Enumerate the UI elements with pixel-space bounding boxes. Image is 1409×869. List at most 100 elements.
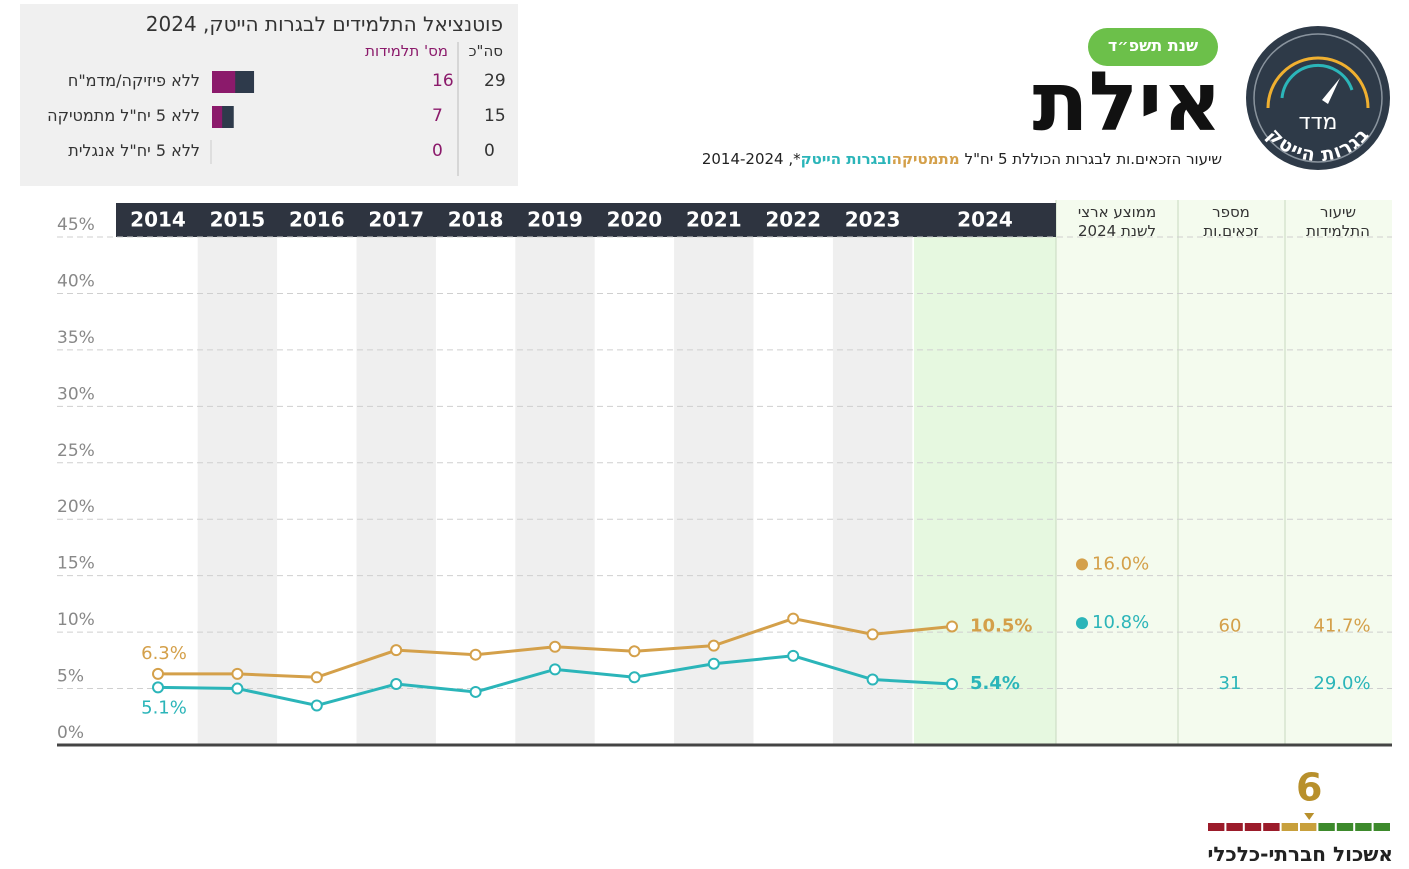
national-average-label: 16.0% (1092, 553, 1149, 574)
data-point (390, 678, 403, 691)
cluster-segment (1281, 823, 1298, 831)
national-average-dot (1076, 617, 1088, 630)
data-point (787, 612, 800, 625)
data-point (866, 628, 879, 641)
row-girls: 16 (432, 71, 454, 91)
girls-bar (212, 71, 236, 93)
data-point (231, 682, 244, 695)
cluster-value: 6 (1296, 766, 1322, 810)
data-label: 6.3% (141, 643, 187, 664)
subtitle-joiner: ו (886, 150, 892, 168)
y-tick-label: 45% (57, 215, 95, 235)
logo-gauge (1266, 56, 1370, 109)
logo-needle (1322, 78, 1340, 104)
x-tick-label: 2022 (765, 208, 821, 232)
badge-text: שנת תשפ״ד (1107, 36, 1199, 55)
potential-box (20, 4, 518, 186)
row-girls: 0 (432, 141, 443, 161)
cluster-segment (1226, 823, 1243, 831)
column-header: זכאים.ות (1203, 222, 1259, 240)
data-point (152, 667, 164, 680)
row-girls: 7 (432, 106, 443, 126)
cluster-segment (1373, 823, 1390, 831)
x-tick-label: 2023 (845, 208, 901, 232)
column-band (515, 237, 595, 745)
girls-bar (212, 106, 223, 128)
badge (1088, 28, 1218, 66)
cluster-segment (1355, 823, 1372, 831)
x-tick-label: 2014 (130, 208, 186, 232)
column-header: שיעור (1320, 203, 1356, 221)
eligible-count: 60 (1219, 615, 1242, 636)
cluster-marker (1304, 813, 1315, 820)
x-tick-label: 2015 (210, 208, 266, 232)
national-average-dot (1076, 558, 1088, 571)
legend-entry: מתמטיקה (891, 150, 960, 168)
y-tick-label: 40% (57, 271, 95, 291)
logo-ring (1253, 33, 1383, 163)
column-band (197, 237, 278, 745)
row-total: 0 (484, 141, 495, 161)
data-point (946, 678, 958, 691)
cluster-segment (1336, 823, 1354, 831)
row-total: 29 (484, 71, 506, 91)
potential-title: פוטנציאל התלמידים לבגרות הייטק, 2024 (145, 12, 503, 36)
y-tick-label: 5% (57, 667, 84, 687)
city-name: אילת (1032, 55, 1222, 150)
data-label: 5.4% (970, 673, 1020, 694)
column-band (832, 237, 913, 745)
data-point (469, 648, 482, 661)
student-rate: 29.0% (1313, 673, 1370, 694)
data-point (787, 649, 800, 662)
data-point (549, 640, 561, 653)
data-label: 5.1% (141, 697, 187, 718)
cluster-segment (1300, 823, 1317, 831)
national-average-label: 10.8% (1092, 612, 1149, 633)
data-point (707, 639, 720, 652)
subtitle-prefix: שיעור הזכאים.ות לבגרות הכוללת 5 יח"ל (964, 150, 1222, 168)
data-point (310, 699, 323, 712)
subtitle: שיעור הזכאים.ות לבגרות הכוללת 5 יח"למתמט… (702, 152, 1222, 167)
data-point (310, 671, 323, 684)
column-band (356, 237, 436, 745)
y-tick-label: 25% (57, 441, 95, 461)
data-point (946, 620, 958, 633)
x-tick-label: 2021 (686, 208, 742, 232)
logo-gauge (1280, 63, 1354, 99)
x-tick-label: 2024 (957, 208, 1013, 232)
logo-top: מדד (1298, 110, 1338, 135)
subtitle-suffix: *, 2014-2024 (701, 150, 801, 168)
y-tick-label: 15% (57, 554, 95, 574)
column-header: סה"כ (468, 42, 503, 60)
x-tick-label: 2020 (607, 208, 663, 232)
data-point (390, 644, 403, 657)
data-point (866, 673, 879, 686)
row-label: ללא 5 יח"ל אנגלית (68, 141, 200, 160)
student-rate: 41.7% (1313, 615, 1370, 636)
year-header (116, 203, 1056, 237)
y-tick-label: 10% (57, 610, 95, 630)
y-tick-label: 35% (57, 328, 95, 348)
row-label: ללא פיזיקה/מדמ"ח (67, 71, 200, 90)
data-point (469, 685, 482, 698)
x-tick-label: 2018 (448, 208, 504, 232)
row-label: ללא 5 יח"ל מתמטיקה (47, 106, 200, 125)
data-point (152, 681, 164, 694)
cluster-segment (1318, 823, 1335, 831)
cluster-label: אשכול חברתי-כלכלי (1207, 842, 1393, 866)
cluster-segment (1208, 823, 1225, 831)
data-point (231, 667, 244, 680)
cluster-segment (1244, 823, 1262, 831)
data-point (628, 671, 641, 684)
legend-entry: בגרות הייטק (800, 150, 887, 168)
x-tick-label: 2017 (368, 208, 424, 232)
data-point (549, 663, 561, 676)
side-columns (1056, 200, 1392, 745)
data-label: 10.5% (970, 615, 1032, 636)
column-header: התלמידות (1306, 222, 1370, 240)
column-header: לשנת 2024 (1078, 222, 1156, 240)
logo (1246, 26, 1390, 170)
eligible-count: 31 (1219, 673, 1242, 694)
